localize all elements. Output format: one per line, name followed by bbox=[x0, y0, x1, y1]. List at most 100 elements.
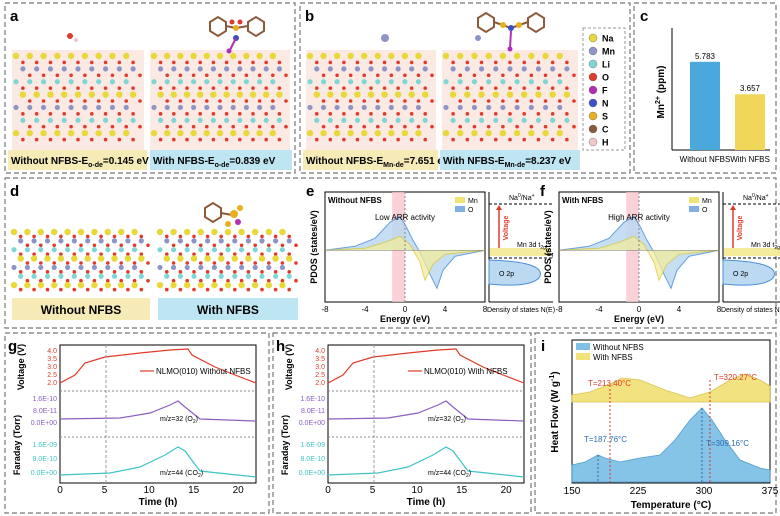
atom-o bbox=[396, 60, 400, 65]
atom bbox=[450, 117, 456, 123]
atom bbox=[273, 273, 279, 279]
atom-o bbox=[328, 112, 333, 116]
atom-o bbox=[198, 60, 202, 65]
atom-o bbox=[493, 112, 498, 116]
panel-e: e Without NFBS Low ARR activity Mn O PDOS (st… bbox=[306, 183, 555, 324]
atom-o bbox=[178, 234, 183, 239]
atom-o bbox=[536, 60, 541, 65]
atom-o bbox=[165, 73, 169, 78]
atom bbox=[471, 129, 478, 137]
i-legend-label-1: With NFBS bbox=[593, 353, 633, 362]
i-ylabel: Heat Flow (W g-1) bbox=[549, 371, 561, 452]
atom-o bbox=[205, 252, 210, 256]
atom-o bbox=[39, 278, 43, 283]
atom-o bbox=[253, 261, 257, 265]
atom-o bbox=[126, 234, 130, 239]
atom bbox=[528, 129, 535, 137]
atom-o bbox=[192, 287, 196, 292]
atom bbox=[211, 281, 218, 289]
atom-o bbox=[369, 60, 373, 65]
atom-o bbox=[76, 112, 80, 116]
atom bbox=[171, 264, 177, 271]
atom-o bbox=[103, 86, 108, 90]
atom-o bbox=[34, 112, 39, 116]
atom-o bbox=[314, 112, 319, 116]
atom-o bbox=[99, 234, 103, 239]
i-xtick-2: 300 bbox=[696, 486, 713, 497]
atom-o bbox=[205, 99, 209, 103]
atom bbox=[521, 66, 527, 72]
atom bbox=[224, 281, 232, 289]
nfbs-molecule-a bbox=[209, 15, 265, 54]
atom bbox=[138, 238, 144, 244]
atom bbox=[24, 247, 30, 253]
atom-o bbox=[99, 270, 103, 274]
atom bbox=[341, 117, 347, 123]
atom-o bbox=[131, 86, 135, 90]
atom bbox=[24, 228, 31, 236]
atom-o bbox=[543, 99, 548, 103]
atom bbox=[116, 117, 122, 123]
atom-o bbox=[131, 60, 135, 65]
atom bbox=[205, 273, 211, 279]
atom-o bbox=[55, 124, 60, 129]
h-co2-curve bbox=[327, 446, 525, 478]
atom-o bbox=[158, 137, 163, 142]
atom bbox=[401, 52, 409, 60]
label-box-a-right bbox=[150, 150, 292, 170]
f-inset-o-band bbox=[722, 259, 775, 286]
label-d-right: With NFBS bbox=[197, 303, 259, 317]
h-o2tick-0: 1.6E-10 bbox=[300, 396, 325, 403]
atom bbox=[98, 238, 104, 244]
c-bar-1 bbox=[735, 94, 765, 150]
atom bbox=[409, 117, 415, 123]
h-xtick-0: 0 bbox=[325, 485, 331, 496]
atom-o bbox=[178, 287, 183, 292]
atom-o bbox=[314, 137, 319, 142]
atom-o bbox=[369, 137, 373, 142]
atom bbox=[478, 117, 485, 123]
atom-o bbox=[369, 86, 373, 90]
atom bbox=[51, 264, 57, 271]
atom bbox=[224, 117, 230, 123]
atom bbox=[395, 117, 401, 123]
atom bbox=[464, 117, 470, 123]
atom bbox=[51, 228, 58, 236]
g-legend-label: NLMO(010) Without NFBS bbox=[156, 367, 251, 376]
atom-o bbox=[257, 99, 262, 103]
atom-o bbox=[246, 252, 251, 256]
atom bbox=[224, 228, 232, 236]
atom bbox=[250, 66, 256, 72]
atom-o bbox=[52, 261, 56, 265]
atom-o bbox=[79, 261, 83, 265]
atom bbox=[500, 104, 506, 111]
atom bbox=[27, 104, 33, 111]
i-xtick-1: 225 bbox=[630, 486, 647, 497]
atom-o bbox=[191, 124, 196, 129]
atom bbox=[334, 104, 340, 111]
atom bbox=[47, 117, 54, 123]
atom bbox=[67, 129, 75, 137]
atom bbox=[123, 52, 130, 60]
atom bbox=[279, 264, 285, 271]
atom bbox=[197, 66, 203, 72]
atom bbox=[216, 129, 224, 137]
atom-o bbox=[34, 137, 39, 142]
atom bbox=[89, 66, 95, 72]
atom-o bbox=[21, 86, 25, 90]
atom bbox=[85, 238, 91, 244]
atom-o bbox=[165, 252, 169, 256]
panel-f: f With NFBS High ARR activity Mn O PDOS (stat… bbox=[540, 183, 780, 324]
atom bbox=[218, 273, 224, 279]
atom-o bbox=[126, 270, 130, 274]
atom-o bbox=[172, 86, 176, 90]
atom bbox=[457, 52, 464, 60]
atom-o bbox=[396, 137, 400, 142]
atom bbox=[124, 255, 132, 262]
atom-o bbox=[211, 60, 216, 65]
atom bbox=[164, 52, 171, 60]
atom bbox=[270, 79, 276, 85]
atom-o bbox=[389, 124, 394, 129]
f-inset-xlabel: Density of states N(E) bbox=[721, 307, 780, 314]
atom bbox=[347, 52, 354, 60]
